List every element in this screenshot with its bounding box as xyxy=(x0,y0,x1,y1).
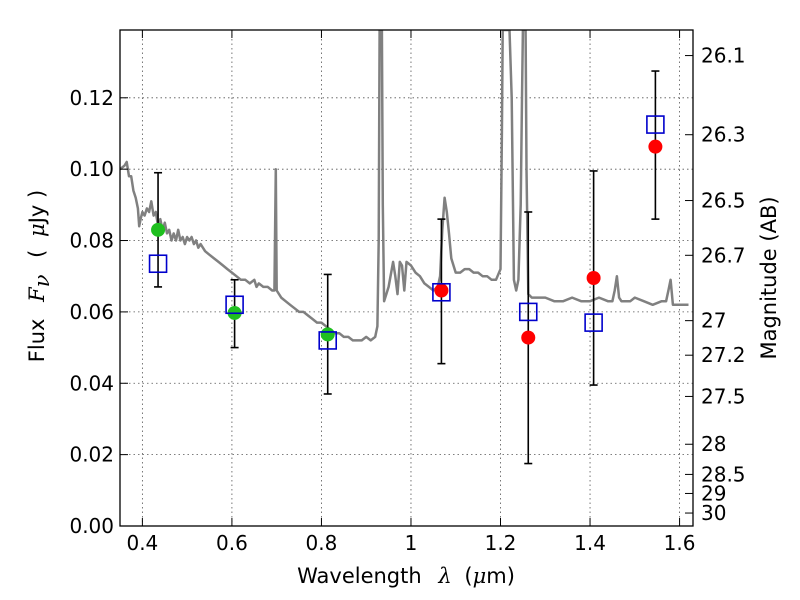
y-tick-label: 0.10 xyxy=(69,157,114,181)
x-axis-label-symbol: λ xyxy=(437,564,451,588)
grid-lines xyxy=(120,30,693,526)
magnitude-tick-label: 27 xyxy=(701,309,726,333)
x-axis-label-text: Wavelength xyxy=(297,564,422,588)
model-square-point xyxy=(148,254,168,274)
data-points xyxy=(148,115,665,350)
plot-frame xyxy=(119,29,694,527)
magnitude-tick-label: 30 xyxy=(701,501,726,525)
y-tick-label: 0.00 xyxy=(69,514,114,538)
x-tick-label: 1.6 xyxy=(664,531,696,555)
red-data-point xyxy=(586,271,601,285)
y-axis-label-unit-rest: Jy ) xyxy=(25,190,49,226)
magnitude-axis-label: Magnitude (AB) xyxy=(757,196,781,359)
model-spectrum-line xyxy=(120,30,689,342)
x-tick-label: 0.4 xyxy=(126,531,158,555)
y-tick-label: 0.08 xyxy=(69,229,114,253)
x-tick-label: 1 xyxy=(405,531,418,555)
y-tick-label: 0.06 xyxy=(69,300,114,324)
model-spectrum xyxy=(120,30,689,342)
green-data-point xyxy=(320,327,335,342)
magnitude-tick-label: 26.3 xyxy=(701,123,746,147)
x-tick-label: 1.4 xyxy=(574,531,606,555)
y-axis-label-text: Flux xyxy=(25,319,49,363)
model-square-point xyxy=(225,295,244,315)
model-square-point xyxy=(584,313,603,332)
x-axis-label-unit-mu: μ xyxy=(473,564,487,588)
x-axis-ticks: 0.4 0.6 0.8 1 1.2 1.4 1.6 xyxy=(126,30,695,555)
y-tick-label: 0.02 xyxy=(69,443,114,467)
y-tick-label: 0.12 xyxy=(69,86,114,110)
model-square-point xyxy=(518,302,538,322)
y-tick-label: 0.04 xyxy=(69,371,114,395)
x-axis-label-unit-rest: m) xyxy=(486,564,515,588)
model-square-point xyxy=(646,115,665,134)
red-data-point xyxy=(434,283,449,298)
magnitude-tick-label: 28.5 xyxy=(701,462,746,486)
model-square-point xyxy=(432,282,451,302)
green-data-point xyxy=(151,222,166,237)
magnitude-tick-label: 27.5 xyxy=(701,384,746,408)
y-axis-label-unit-mu: μ xyxy=(25,223,49,237)
magnitude-tick-label: 26.7 xyxy=(701,243,746,267)
magnitude-tick-label: 29 xyxy=(701,481,726,505)
red-data-point xyxy=(648,139,663,154)
y-axis-label-subscript: ν xyxy=(30,274,54,287)
y-axis-ticks: 0.00 0.02 0.04 0.06 0.08 0.10 0.12 xyxy=(69,86,128,538)
y-axis-label-unit-open: ( xyxy=(25,250,49,258)
x-tick-label: 0.8 xyxy=(306,531,338,555)
x-tick-label: 1.2 xyxy=(485,531,517,555)
magnitude-tick-label: 27.2 xyxy=(701,343,746,367)
magnitude-tick-label: 28 xyxy=(701,432,726,456)
model-square-point xyxy=(318,331,338,350)
x-axis-label: Wavelength λ (μm) xyxy=(297,564,515,588)
red-data-point xyxy=(521,330,536,345)
y-axis-label: Flux Fν ( μJy ) xyxy=(25,190,54,362)
magnitude-tick-label: 26.5 xyxy=(701,189,746,213)
magnitude-tick-label: 26.1 xyxy=(701,44,746,68)
y-axis-label-symbol: F xyxy=(25,286,49,303)
x-axis-label-unit-open: ( xyxy=(464,564,472,588)
x-tick-label: 0.6 xyxy=(216,531,248,555)
